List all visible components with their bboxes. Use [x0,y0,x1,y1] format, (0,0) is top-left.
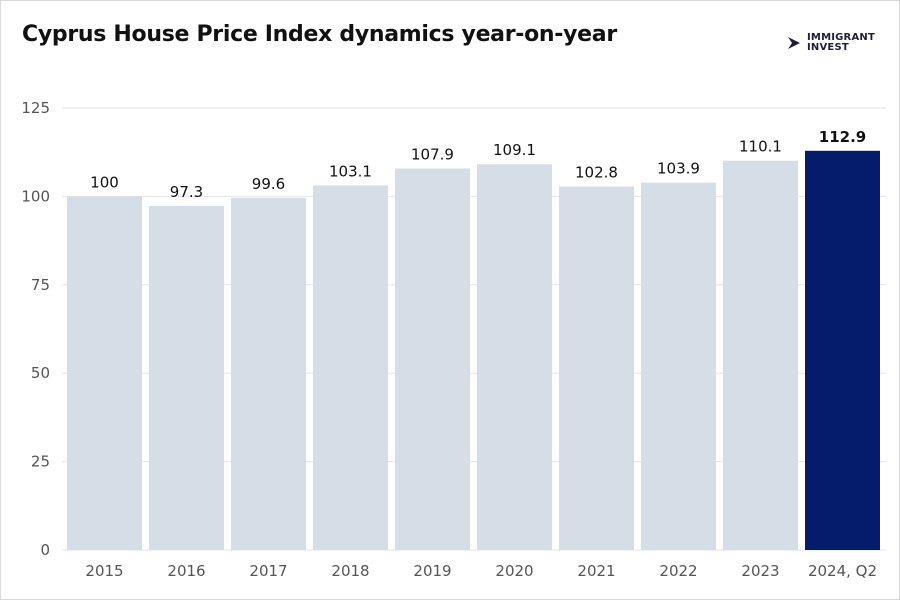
x-tick-label: 2018 [331,562,369,580]
bar [313,185,388,550]
y-tick-label: 75 [31,276,50,294]
bar-value-label: 109.1 [493,141,536,159]
bar [149,205,224,550]
brand-line-1: IMMIGRANT [807,32,875,43]
x-tick-label: 2022 [659,562,697,580]
bar [641,182,716,550]
x-tick-label: 2017 [249,562,287,580]
x-tick-label: 2024, Q2 [808,562,877,580]
chart-title: Cyprus House Price Index dynamics year-o… [22,22,617,47]
bar [67,196,142,550]
x-tick-label: 2019 [413,562,451,580]
x-tick-label: 2023 [741,562,779,580]
bar-value-label: 97.3 [170,183,203,201]
bar-value-label: 110.1 [739,138,782,156]
bar-value-label: 103.9 [657,160,700,178]
bar [477,164,552,550]
x-tick-label: 2021 [577,562,615,580]
bar-value-label: 103.1 [329,162,372,180]
x-tick-label: 2015 [85,562,123,580]
logo-mark-icon [788,37,800,49]
value-labels: 100 97.3 99.6 103.1 107.9 109.1 102.8 103.9 110.… [90,128,866,201]
bar-value-label: 112.9 [819,128,866,146]
bar [231,197,306,551]
x-tick-label: 2016 [167,562,205,580]
y-tick-label: 0 [40,541,50,559]
bar-value-label: 102.8 [575,163,618,181]
y-tick-label: 50 [31,364,50,382]
bar-value-label: 100 [90,173,119,191]
x-axis-ticks: 2015 2016 2017 2018 2019 2020 2021 2022 2023 2024… [85,562,877,580]
brand-line-2: INVEST [807,42,849,53]
bar-value-label: 99.6 [252,175,285,193]
brand-name: IMMIGRANT INVEST [807,33,875,53]
y-tick-label: 100 [21,187,50,205]
bars [67,150,880,551]
bar [559,186,634,550]
bar-value-label: 107.9 [411,145,454,163]
y-axis-ticks: 0 25 50 75 100 125 [21,99,50,559]
brand-logo: IMMIGRANT INVEST [787,33,875,53]
bar [723,160,798,550]
bar [805,150,880,551]
x-tick-label: 2020 [495,562,533,580]
bar [395,168,470,550]
y-tick-label: 25 [31,453,50,471]
y-tick-label: 125 [21,99,50,117]
